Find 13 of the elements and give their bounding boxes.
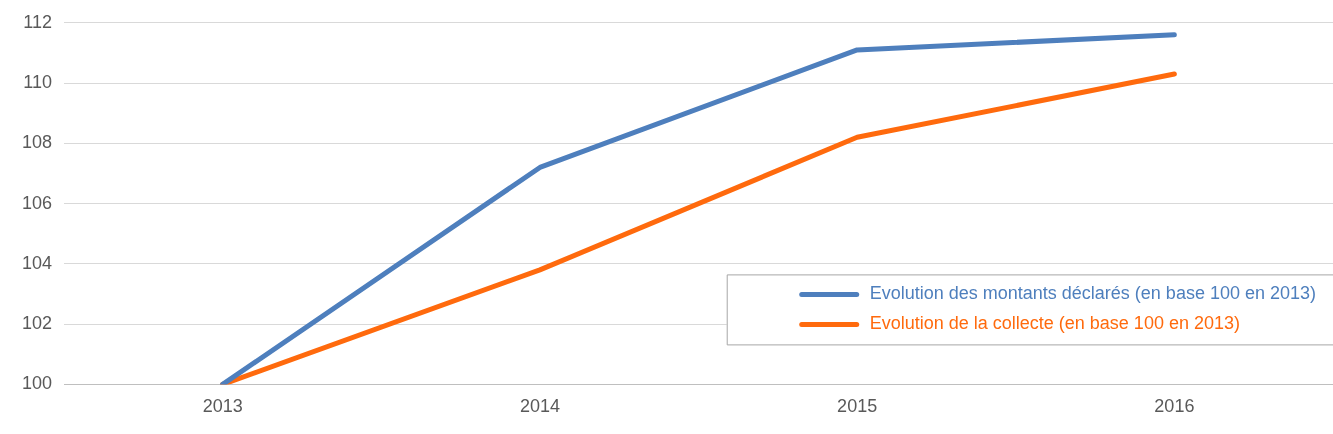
legend-label: Evolution de la collecte (en base 100 en 2013) <box>869 313 1240 334</box>
y-tick-label: 100 <box>21 373 53 394</box>
legend-label: Evolution des montants déclarés (en base 100 en 2013) <box>869 283 1317 304</box>
y-tick-label: 102 <box>21 313 53 334</box>
y-tick-label: 108 <box>21 132 53 153</box>
y-tick-label: 104 <box>21 252 53 273</box>
y-tick-label: 112 <box>23 11 53 32</box>
y-tick-label: 110 <box>23 72 53 93</box>
x-tick-label: 2014 <box>519 396 560 417</box>
y-tick-label: 106 <box>21 192 53 213</box>
x-tick-label: 2016 <box>1154 396 1195 417</box>
x-tick-label: 2015 <box>837 396 878 417</box>
x-tick-label: 2013 <box>202 396 243 417</box>
